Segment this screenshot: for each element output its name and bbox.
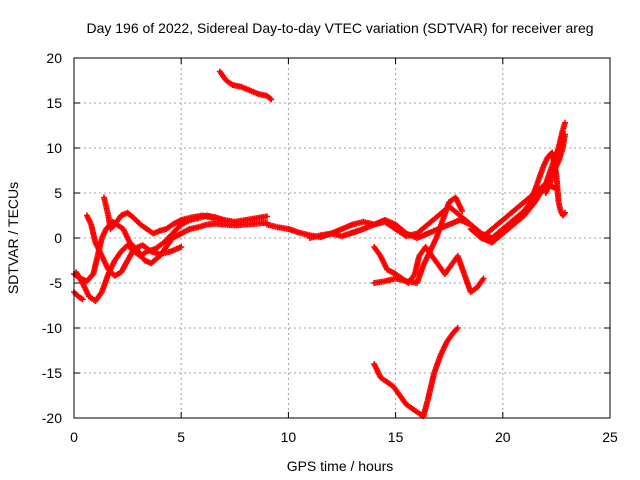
data-points xyxy=(71,68,568,420)
plot-frame xyxy=(73,57,611,419)
y-tick-label: 20 xyxy=(46,50,62,66)
y-axis-label: SDTVAR / TECUs xyxy=(5,182,21,294)
series-track-i xyxy=(371,194,466,286)
gridlines xyxy=(74,58,610,418)
data-point xyxy=(561,209,568,216)
x-tick-label: 25 xyxy=(602,429,618,445)
series-track-m xyxy=(216,68,275,103)
y-tick-label: -10 xyxy=(42,320,62,336)
y-tick-label: -5 xyxy=(50,275,63,291)
data-point xyxy=(263,213,270,220)
series-track-j xyxy=(467,119,568,246)
y-tick-label: 0 xyxy=(54,230,62,246)
data-point xyxy=(178,244,185,250)
y-tick-label: -15 xyxy=(42,365,62,381)
chart-title: Day 196 of 2022, Sidereal Day-to-day VTE… xyxy=(86,20,593,36)
x-tick-label: 0 xyxy=(70,429,78,445)
data-point xyxy=(561,131,568,138)
data-point xyxy=(79,296,86,303)
series-track-l xyxy=(542,131,568,196)
y-tick-label: -20 xyxy=(42,410,62,426)
x-axis-label: GPS time / hours xyxy=(287,458,394,474)
y-tick-label: 5 xyxy=(54,185,62,201)
data-point xyxy=(459,208,466,214)
data-point xyxy=(454,325,461,331)
data-point xyxy=(268,96,275,103)
y-tick-label: 15 xyxy=(46,95,62,111)
x-tick-label: 5 xyxy=(177,429,185,445)
data-point xyxy=(561,119,568,126)
series-track-f xyxy=(263,208,528,241)
series-track-n xyxy=(371,325,461,420)
data-point xyxy=(480,275,487,282)
y-tick-label: 10 xyxy=(46,140,62,156)
x-tick-label: 20 xyxy=(495,429,511,445)
series-track-d xyxy=(101,194,270,237)
x-tick-label: 10 xyxy=(281,429,297,445)
y-axis-ticks: -20 -15 -10 -5 0 5 10 15 20 xyxy=(42,50,610,426)
series-track-c xyxy=(83,212,185,279)
x-tick-label: 15 xyxy=(388,429,404,445)
